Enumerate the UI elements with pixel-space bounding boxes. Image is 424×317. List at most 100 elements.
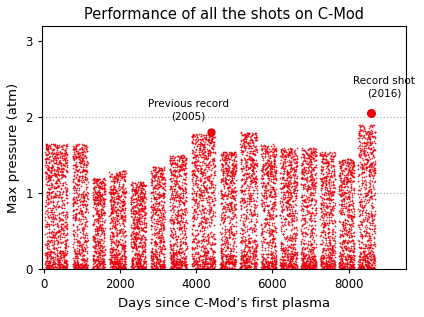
Point xyxy=(179,153,185,158)
Point xyxy=(206,133,213,138)
Point xyxy=(71,191,78,196)
Point xyxy=(170,220,177,225)
Point xyxy=(192,141,198,146)
Point xyxy=(357,265,363,270)
Point xyxy=(270,211,276,217)
Point xyxy=(45,265,51,270)
Point xyxy=(203,239,209,244)
Point xyxy=(114,257,121,262)
Point xyxy=(338,256,345,261)
Point xyxy=(308,182,315,187)
Point xyxy=(277,170,284,175)
Point xyxy=(194,243,201,248)
Point xyxy=(318,256,325,261)
Point xyxy=(258,191,265,196)
Point xyxy=(181,248,188,253)
Point xyxy=(344,160,351,165)
Point xyxy=(45,258,52,263)
Point xyxy=(45,222,51,227)
Point xyxy=(177,259,184,264)
Point xyxy=(150,266,156,271)
Point xyxy=(287,190,294,195)
Point xyxy=(264,203,271,208)
Point xyxy=(121,172,128,177)
Point xyxy=(157,258,164,263)
Point xyxy=(359,223,365,228)
Point xyxy=(173,216,180,221)
Point xyxy=(308,196,315,201)
Point xyxy=(207,230,214,235)
Point xyxy=(91,192,98,197)
Point xyxy=(285,248,291,253)
Point xyxy=(128,211,134,216)
Point xyxy=(193,153,200,158)
Point xyxy=(269,261,276,266)
Point xyxy=(338,242,345,247)
Point xyxy=(45,161,52,166)
Point xyxy=(107,259,114,264)
Point xyxy=(189,191,196,197)
Point xyxy=(346,165,353,170)
Point xyxy=(277,186,284,191)
Point xyxy=(277,161,284,166)
Point xyxy=(194,252,201,257)
Point xyxy=(131,200,137,205)
Point xyxy=(73,201,80,206)
Point xyxy=(120,214,127,219)
Point xyxy=(133,258,140,263)
Point xyxy=(261,147,268,152)
Point xyxy=(81,247,88,252)
Point xyxy=(224,196,231,201)
Point xyxy=(223,256,230,262)
Point xyxy=(78,266,84,271)
Point xyxy=(128,225,135,230)
Point xyxy=(54,224,61,229)
Point xyxy=(168,178,175,184)
Point xyxy=(279,181,286,186)
Point xyxy=(273,170,279,175)
Point xyxy=(293,188,300,193)
Point xyxy=(287,189,294,194)
Point xyxy=(299,246,306,251)
Point xyxy=(245,173,252,178)
Point xyxy=(96,183,103,188)
Point xyxy=(170,236,176,241)
Point xyxy=(49,250,56,255)
Point xyxy=(229,210,235,215)
Point xyxy=(324,185,330,191)
Point xyxy=(218,264,225,269)
Point xyxy=(136,217,143,222)
Point xyxy=(217,158,224,163)
Point xyxy=(200,254,206,259)
Point xyxy=(118,264,125,269)
Point xyxy=(293,215,299,220)
Point xyxy=(130,205,137,210)
Point xyxy=(290,189,297,194)
Point xyxy=(289,251,296,256)
Point xyxy=(312,226,319,231)
Point xyxy=(283,169,290,174)
Point xyxy=(98,237,105,243)
Point xyxy=(58,255,64,260)
Point xyxy=(48,184,55,189)
Point xyxy=(130,255,137,260)
Point xyxy=(226,164,233,169)
Point xyxy=(160,255,167,260)
Point xyxy=(282,178,288,183)
Point xyxy=(73,262,80,267)
Point xyxy=(238,198,245,204)
Point xyxy=(344,233,351,238)
Point xyxy=(181,267,188,272)
Point xyxy=(320,249,326,254)
Point xyxy=(151,261,158,266)
Point xyxy=(175,266,181,271)
Point xyxy=(138,237,145,242)
Point xyxy=(365,225,372,230)
Point xyxy=(43,203,50,208)
Point xyxy=(73,207,79,212)
Point xyxy=(258,202,265,207)
Point xyxy=(294,227,301,232)
Point xyxy=(280,166,287,171)
Point xyxy=(285,213,291,218)
Point xyxy=(301,173,307,178)
